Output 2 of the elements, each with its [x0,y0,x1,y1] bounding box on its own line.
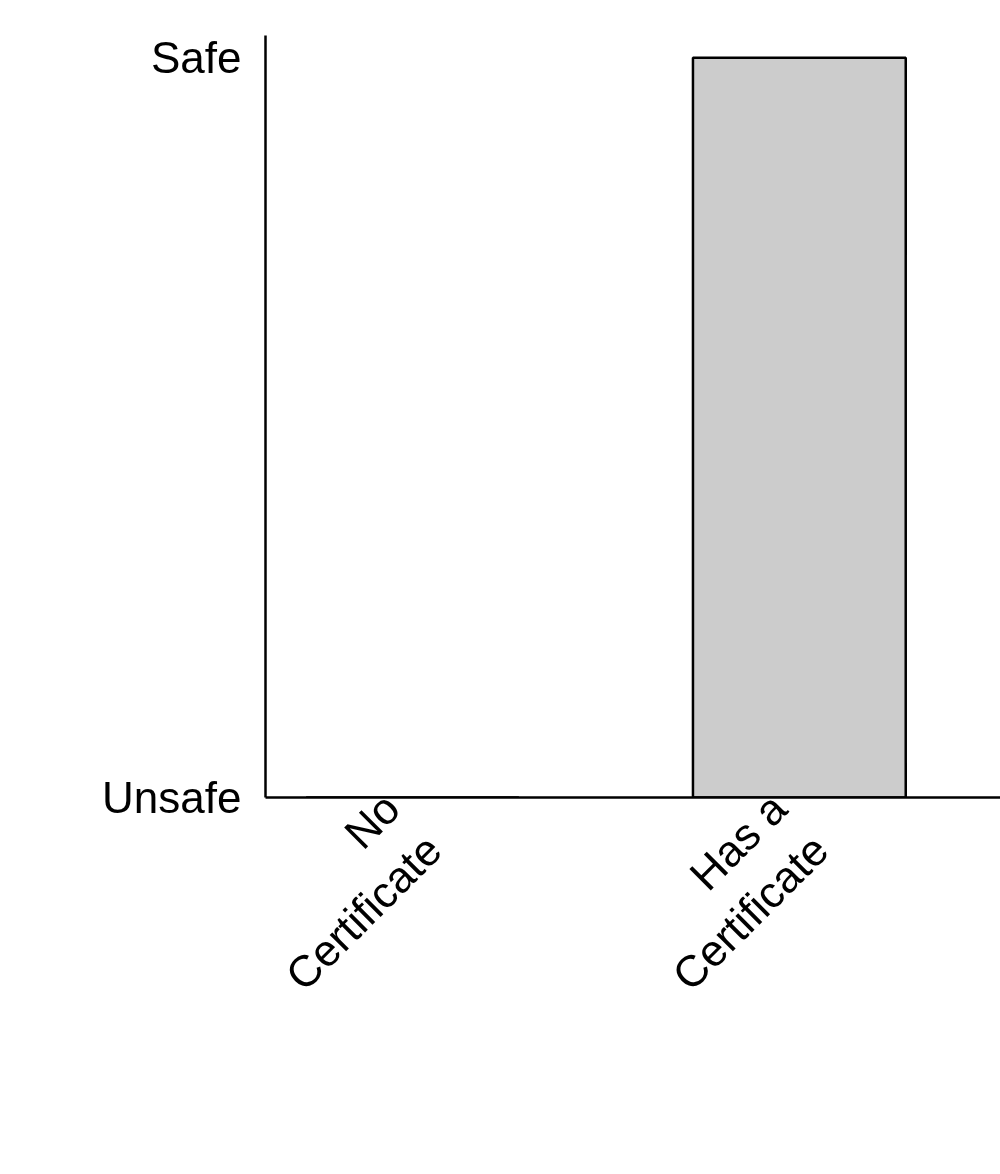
text: Unsafe [102,773,242,822]
text: Safe [150,33,242,83]
